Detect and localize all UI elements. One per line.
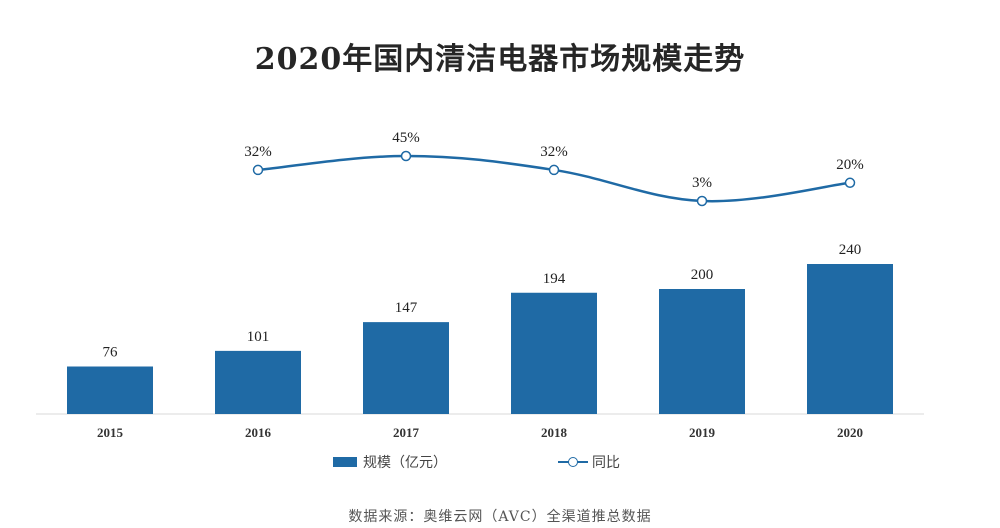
legend-bar-swatch (333, 457, 357, 467)
growth-point (400, 150, 412, 162)
bar (807, 264, 893, 414)
bar-value-label: 147 (395, 300, 418, 316)
legend-item-line: 同比 (558, 452, 620, 472)
chart-title: 2020年国内清洁电器市场规模走势 (254, 42, 746, 77)
growth-point (844, 177, 856, 189)
bar-value-label: 200 (691, 267, 714, 283)
bar-value-label: 76 (103, 345, 119, 361)
x-tick-label: 2015 (97, 425, 124, 440)
growth-value-label: 32% (244, 144, 272, 160)
x-tick-label: 2016 (245, 425, 272, 440)
x-tick-label: 2020 (837, 425, 863, 440)
bar (215, 350, 301, 414)
growth-line (257, 154, 851, 203)
legend-line-label: 同比 (592, 455, 620, 471)
legend-bar-label: 规模（亿元） (363, 455, 447, 471)
source-note: 数据来源：奥维云网（AVC）全渠道推总数据 (348, 509, 652, 525)
growth-value-label: 45% (392, 130, 420, 146)
growth-point (252, 164, 264, 176)
bar (67, 366, 153, 414)
legend-line-swatch (558, 456, 588, 468)
growth-value-label: 32% (540, 144, 568, 160)
growth-point (548, 164, 560, 176)
x-tick-label: 2017 (393, 425, 420, 440)
bar (363, 322, 449, 414)
bar (659, 289, 745, 414)
x-tick-label: 2018 (541, 425, 568, 440)
bar-value-label: 101 (247, 329, 270, 345)
legend-item-bar: 规模（亿元） (333, 452, 447, 472)
growth-value-label: 3% (692, 175, 712, 191)
legend: 规模（亿元） 同比 (0, 452, 1000, 472)
bar-value-label: 194 (543, 271, 566, 287)
bar-value-label: 240 (839, 242, 862, 258)
x-tick-label: 2019 (689, 425, 716, 440)
growth-value-label: 20% (836, 157, 864, 173)
growth-point (696, 195, 708, 207)
bar (511, 292, 597, 414)
